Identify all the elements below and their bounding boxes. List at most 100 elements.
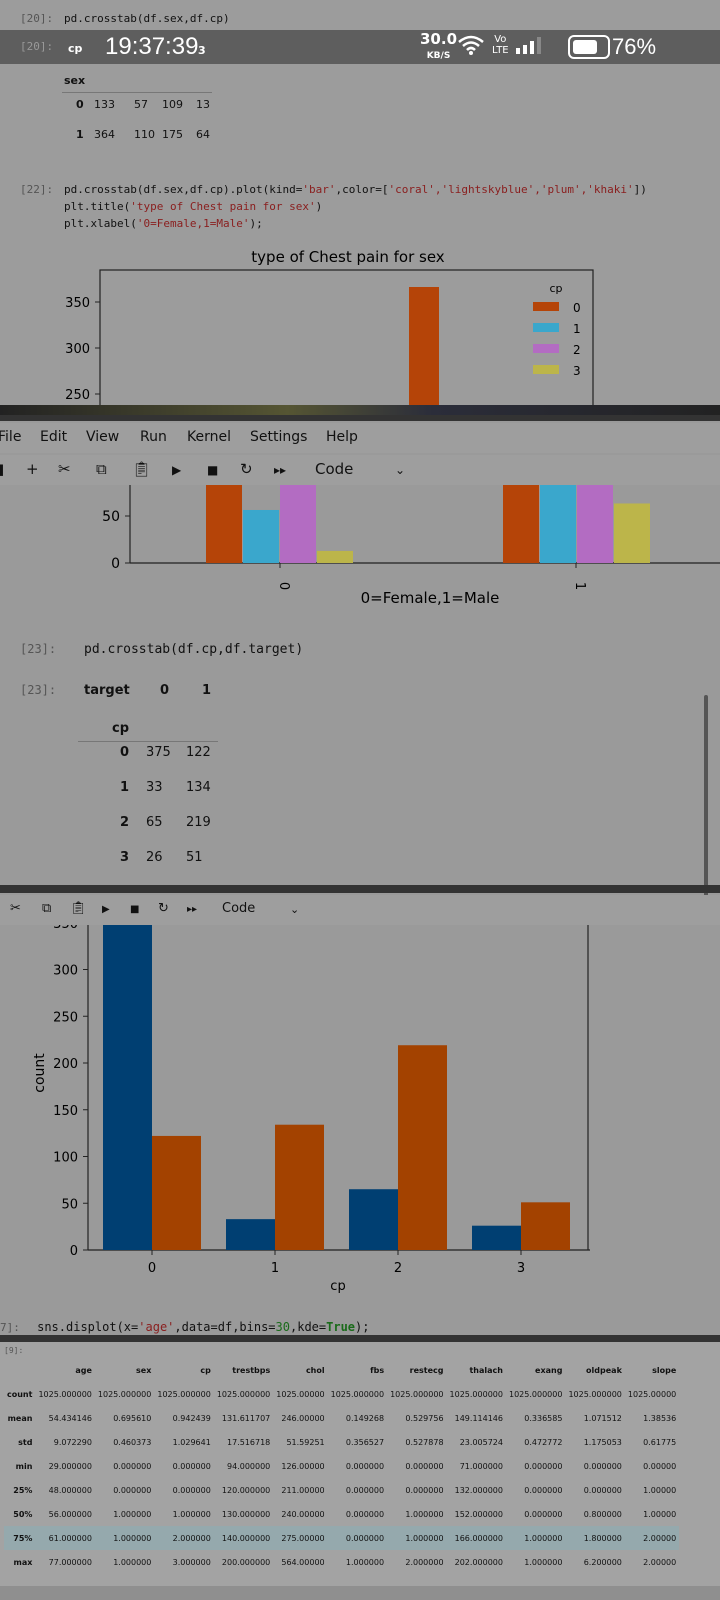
row-index: max <box>13 1557 33 1567</box>
table-cell: 1.38536 <box>643 1413 677 1423</box>
legend-swatch <box>533 365 559 374</box>
cell-type-select[interactable]: Code <box>315 460 354 478</box>
column-header: fbs <box>370 1365 385 1375</box>
y-tick-label: 100 <box>53 1151 78 1166</box>
y-tick-label: 300 <box>53 964 78 979</box>
table-cell: 0.000000 <box>524 1461 563 1471</box>
table-cell: 0.529756 <box>405 1413 444 1423</box>
table-cell: 9.072290 <box>53 1437 92 1447</box>
table-cell: 122 <box>186 745 211 760</box>
row-index: 1 <box>120 780 130 795</box>
y-tick-label: 350 <box>65 296 90 311</box>
table-cell: 1025.00000 <box>276 1389 325 1399</box>
table-cell: 54.434146 <box>48 1413 92 1423</box>
code-line[interactable]: 7]: sns.displot(x='age',data=df,bins=30,… <box>0 1320 370 1334</box>
copy-icon[interactable]: ⧉ <box>42 901 52 916</box>
column-header: cp <box>200 1365 211 1375</box>
table-cell: 0.000000 <box>345 1461 385 1471</box>
table-cell: 1.000000 <box>113 1557 152 1567</box>
menu-settings[interactable]: Settings <box>250 429 308 445</box>
column-header: trestbps <box>232 1365 271 1375</box>
paste-icon[interactable]: 📋︎ <box>70 901 87 916</box>
cell-type-select[interactable]: Code <box>222 901 256 916</box>
chevron-down-icon[interactable]: ⌄ <box>395 463 406 477</box>
table-cell: 1025.000000 <box>97 1389 152 1399</box>
code-line[interactable]: plt.title('type of Chest pain for sex') <box>64 200 323 213</box>
code-line[interactable]: plt.xlabel('0=Female,1=Male'); <box>64 217 263 230</box>
column-header: thalach <box>469 1365 503 1375</box>
cut-icon[interactable]: ✂ <box>58 460 71 478</box>
menu-view[interactable]: View <box>86 429 120 445</box>
table-cell: 1025.000000 <box>568 1389 622 1399</box>
table-cell: 26 <box>146 850 163 865</box>
table-cell: 0.000000 <box>405 1461 444 1471</box>
table-cell: 1025.000000 <box>38 1389 92 1399</box>
code-line[interactable]: pd.crosstab(df.sex,df.cp) <box>64 12 230 25</box>
menu-edit[interactable]: Edit <box>40 429 68 445</box>
code-line[interactable]: pd.crosstab(df.cp,df.target) <box>84 642 304 657</box>
paste-icon[interactable]: 📋︎ <box>132 460 152 478</box>
table-cell: 1.000000 <box>524 1533 563 1543</box>
add-cell-icon[interactable]: + <box>26 460 39 478</box>
table-cell: 1.00000 <box>643 1509 677 1519</box>
network-speed: 30.0 KB/S <box>420 30 458 62</box>
table-cell: 200.000000 <box>221 1557 271 1567</box>
table-cell: 1.000000 <box>113 1509 152 1519</box>
bar-sex1-cp3 <box>614 503 650 563</box>
run-all-icon[interactable]: ▸▸ <box>187 904 198 915</box>
legend: 0 1 2 3 <box>533 301 581 378</box>
bar-sex0-cp2 <box>280 485 316 563</box>
restart-icon[interactable]: ↻ <box>240 460 253 478</box>
notebook-section-top: [20]: pd.crosstab(df.sex,df.cp) [20]: cp… <box>0 0 720 415</box>
describe-table: age sex cp trestbps chol fbs restecg thalach exa… <box>4 1358 680 1574</box>
table-cell: 1.000000 <box>524 1557 563 1567</box>
table-cell: 23.005724 <box>459 1437 503 1447</box>
x-axis-label: cp <box>330 1279 345 1294</box>
x-tick-label: 1 <box>271 1261 279 1276</box>
table-cell: 1.000000 <box>405 1509 444 1519</box>
table-cell: 61.000000 <box>48 1533 92 1543</box>
y-tick-label: 250 <box>65 388 90 403</box>
row-index: min <box>15 1461 33 1471</box>
copy-icon[interactable]: ⧉ <box>96 460 107 478</box>
table-cell: 13 <box>196 98 210 111</box>
table-cell: 0.000000 <box>345 1485 385 1495</box>
cell-prompt: [20]: <box>20 12 54 25</box>
bar-cp3-series1 <box>521 1202 570 1250</box>
stop-icon[interactable]: ■ <box>130 904 140 915</box>
wifi-icon <box>458 34 484 60</box>
run-icon[interactable]: ▶ <box>102 904 110 915</box>
table-cell: 0.695610 <box>113 1413 152 1423</box>
menu-file[interactable]: File <box>0 429 22 445</box>
table-cell: 1.029641 <box>172 1437 211 1447</box>
x-tick-label: 1 <box>572 582 587 590</box>
y-tick-label: 350 <box>53 925 78 932</box>
legend-label: 2 <box>573 343 581 357</box>
cut-icon[interactable]: ✂ <box>10 901 21 916</box>
legend-swatch <box>533 344 559 353</box>
restart-icon[interactable]: ↻ <box>158 901 169 916</box>
notebook-section-middle: 50 0 0 1 0=Female,1=Male [23]: pd.crosstab(… <box>0 485 720 1105</box>
chevron-down-icon[interactable]: ⌄ <box>290 903 300 916</box>
describe-output: [9]: age sex cp trestbps chol fbs restecg thala… <box>0 1342 720 1600</box>
save-icon[interactable]: ▮ <box>0 460 5 478</box>
run-icon[interactable]: ▶ <box>172 463 182 477</box>
code-line[interactable]: pd.crosstab(df.sex,df.cp).plot(kind='bar… <box>64 183 647 196</box>
column-header: restecg <box>409 1365 444 1375</box>
menu-run[interactable]: Run <box>140 429 167 445</box>
column-header: slope <box>652 1365 677 1375</box>
bar-cp2-series0 <box>349 1189 398 1250</box>
table-row: 25% 48.000000 0.000000 0.000000 120.000000 21… <box>4 1478 679 1502</box>
bar-cp1-series1 <box>275 1124 324 1250</box>
bar-sex0-cp0 <box>206 485 242 563</box>
run-all-icon[interactable]: ▸▸ <box>274 463 287 477</box>
x-tick-label: 0 <box>276 582 291 590</box>
menu-help[interactable]: Help <box>326 429 358 445</box>
y-tick-label: 250 <box>53 1010 78 1025</box>
table-cell: 134 <box>186 780 211 795</box>
table-cell: 1025.000000 <box>449 1389 503 1399</box>
menu-kernel[interactable]: Kernel <box>187 429 231 445</box>
stop-icon[interactable]: ■ <box>207 463 219 477</box>
table-cell: 202.000000 <box>454 1557 503 1567</box>
